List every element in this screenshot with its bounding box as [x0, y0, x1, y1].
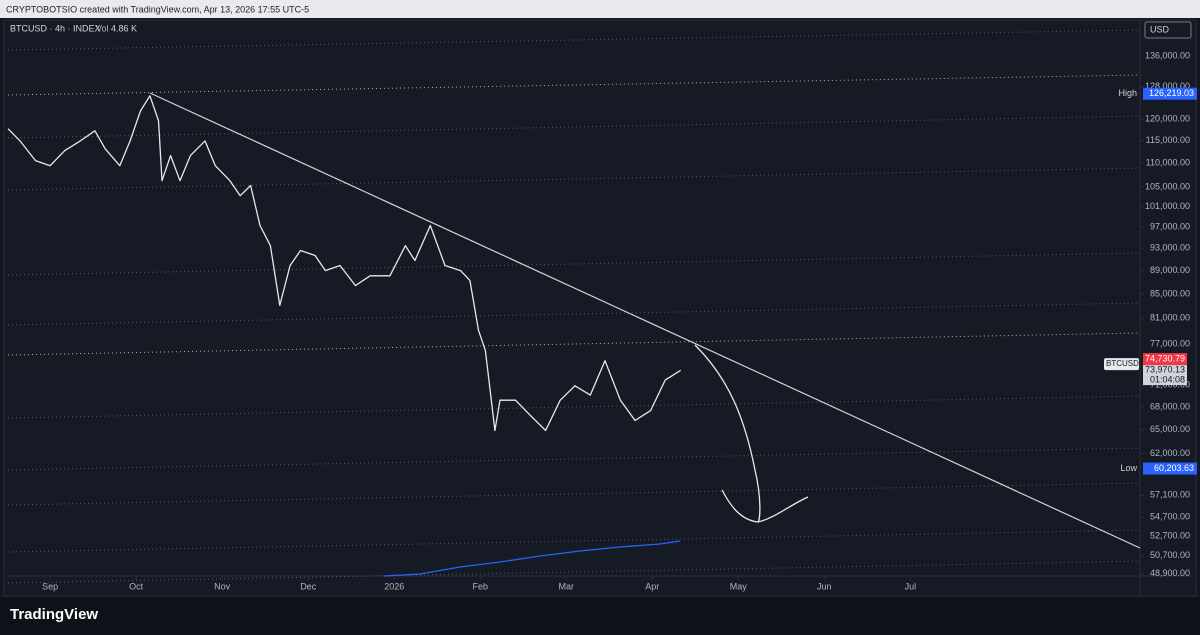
y-tick-label: 110,000.00 [1146, 158, 1190, 168]
trendline [149, 92, 1141, 549]
y-tick-label: 54,700.00 [1150, 511, 1190, 521]
x-tick-label: Mar [559, 581, 575, 591]
y-tick-label: 57,100.00 [1150, 490, 1190, 500]
last-price: 74,730.79 [1145, 353, 1185, 363]
y-tick-label: 115,000.00 [1146, 135, 1190, 145]
currency-box [1144, 21, 1192, 39]
channel-lines [7, 29, 1141, 584]
y-tick-label: 52,700.00 [1150, 530, 1190, 540]
x-tick-label: Nov [214, 581, 231, 591]
price-label: 126,219.03 [1149, 88, 1194, 98]
x-tick-label: Sep [42, 581, 58, 591]
x-tick-label: Oct [129, 581, 144, 591]
price-label-name: High [1118, 88, 1137, 98]
y-tick-label: 97,000.00 [1150, 221, 1190, 231]
price-label: 60,203.63 [1154, 463, 1194, 473]
y-tick-label: 77,000.00 [1150, 338, 1190, 348]
y-tick-label: 101,000.00 [1145, 201, 1190, 211]
x-tick-label: Feb [472, 581, 488, 591]
x-tick-label: Apr [645, 581, 659, 591]
last-price-box [1143, 353, 1187, 366]
legend-volume: 4.86 K [111, 23, 137, 33]
y-tick-label: 68,000.00 [1150, 401, 1190, 411]
price-line [7, 95, 682, 432]
x-tick-label: May [730, 581, 748, 591]
legend-volume-label: Vol [96, 23, 109, 33]
y-tick-label: 93,000.00 [1150, 243, 1190, 253]
currency: USD [1150, 24, 1170, 34]
volume-line [383, 540, 681, 577]
y-tick-label: 85,000.00 [1150, 288, 1190, 298]
plot-area [3, 19, 1197, 597]
y-tick-label: 89,000.00 [1150, 265, 1190, 275]
price-label-name: Low [1120, 463, 1137, 473]
y-tick-label: 128,000.00 [1145, 81, 1190, 91]
countdown: 01:04:08 [1150, 374, 1185, 384]
y-tick-label: 120,000.00 [1145, 114, 1190, 124]
projection-drawing [694, 344, 809, 523]
y-tick-label: 65,000.00 [1150, 424, 1190, 434]
x-tick-label: Jul [905, 581, 917, 591]
legend-symbol: BTCUSD · 4h · INDEX [10, 23, 101, 33]
y-tick-label: 136,000.00 [1145, 50, 1190, 60]
y-tick-label: 48,900.00 [1150, 568, 1190, 578]
y-tick-label: 81,000.00 [1150, 313, 1190, 323]
y-tick-label: 105,000.00 [1145, 181, 1190, 191]
symbol-label: BTCUSD [1106, 359, 1139, 368]
x-tick-label: 2026 [384, 581, 404, 591]
last-detail-box [1143, 365, 1187, 386]
symbol-box [1104, 358, 1139, 371]
prev-price: 73,970.13 [1145, 364, 1185, 374]
price-label-box [1143, 87, 1197, 100]
y-tick-label: 62,000.00 [1150, 448, 1190, 458]
footer-bar [0, 598, 1200, 635]
header-bar [0, 0, 1200, 18]
footer-logo: TradingView [10, 606, 98, 623]
price-label-box [1143, 462, 1197, 475]
x-tick-label: Jun [817, 581, 832, 591]
y-tick-label: 50,700.00 [1150, 550, 1190, 560]
x-tick-label: Dec [300, 581, 317, 591]
header-text: CRYPTOBOTSIO created with TradingView.co… [6, 4, 309, 14]
